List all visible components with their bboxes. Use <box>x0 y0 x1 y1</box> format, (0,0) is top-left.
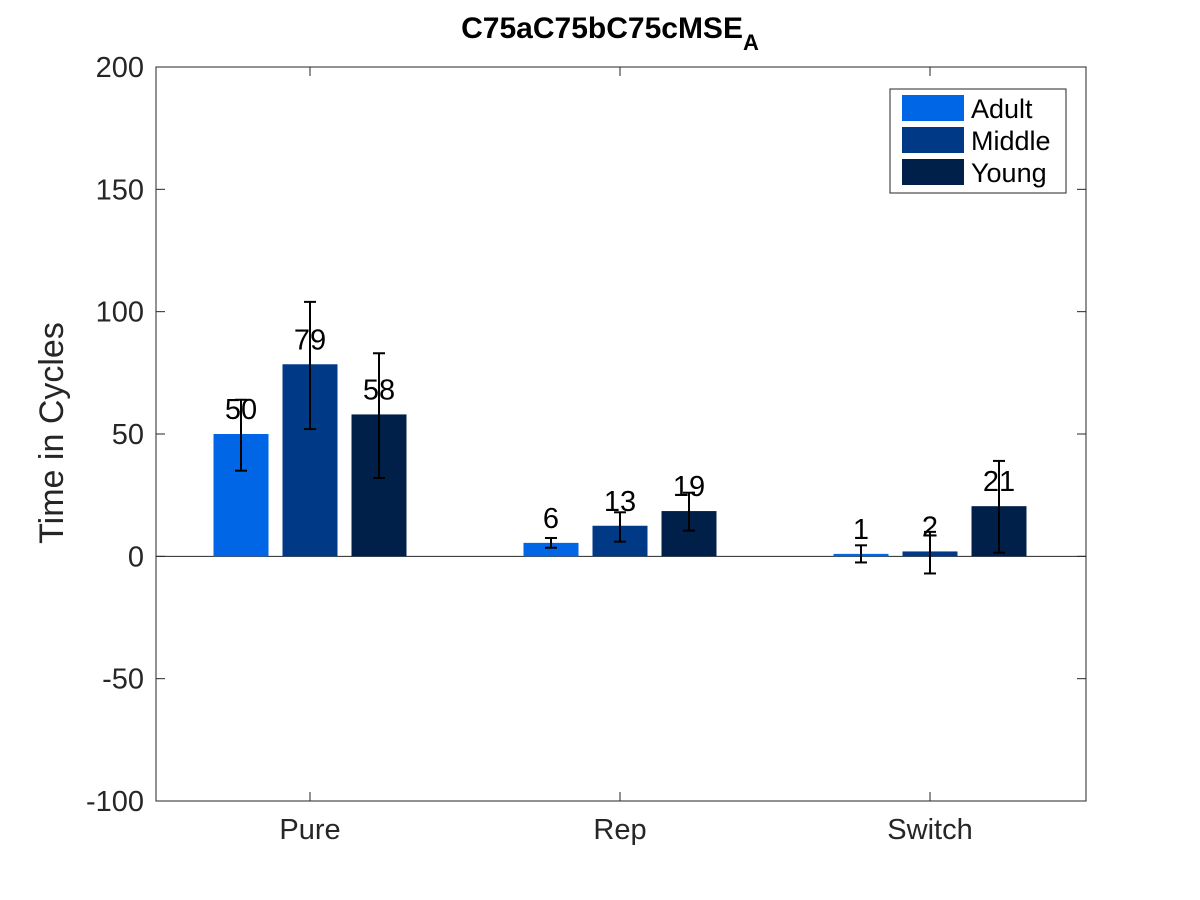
y-tick-label: -50 <box>102 664 144 696</box>
data-label: 13 <box>604 486 636 518</box>
data-label: 2 <box>922 511 938 543</box>
error-bar <box>924 530 936 575</box>
error-bar <box>683 491 695 532</box>
data-label: 79 <box>294 324 326 356</box>
legend-swatch-adult <box>902 95 964 121</box>
error-bar <box>614 511 626 543</box>
error-bar <box>235 398 247 472</box>
legend-label-adult: Adult <box>971 94 1033 124</box>
chart-title-main: C75aC75bC75cMSE <box>461 12 743 45</box>
y-tick-label: 150 <box>96 174 144 206</box>
data-label: 1 <box>853 514 869 546</box>
y-tick-label: 100 <box>96 297 144 329</box>
x-tick-label: Switch <box>887 814 972 846</box>
y-tick-label: 50 <box>112 419 144 451</box>
data-label: 58 <box>363 374 395 406</box>
data-label: 6 <box>543 503 559 535</box>
error-bar <box>993 459 1005 554</box>
legend-swatch-middle <box>902 127 964 153</box>
data-label: 19 <box>673 471 705 503</box>
error-bar <box>373 352 385 480</box>
y-tick-label: 0 <box>128 541 144 573</box>
data-label: 50 <box>225 394 257 426</box>
data-label: 21 <box>983 466 1015 498</box>
error-bar <box>545 536 557 549</box>
bar-adult-rep <box>523 542 579 557</box>
y-axis-label: Time in Cycles <box>33 322 71 544</box>
chart-title-subscript: A <box>743 30 759 55</box>
legend-label-middle: Middle <box>971 126 1051 156</box>
x-tick-label: Rep <box>593 814 646 846</box>
legend-swatch-young <box>902 159 964 185</box>
y-tick-label: -100 <box>86 786 144 818</box>
legend-label-young: Young <box>971 158 1047 188</box>
y-tick-label: 200 <box>96 52 144 84</box>
x-tick-label: Pure <box>279 814 340 846</box>
chart-title: C75aC75bC75cMSEA <box>461 12 759 55</box>
error-bar <box>304 300 316 431</box>
error-bar <box>855 544 867 564</box>
